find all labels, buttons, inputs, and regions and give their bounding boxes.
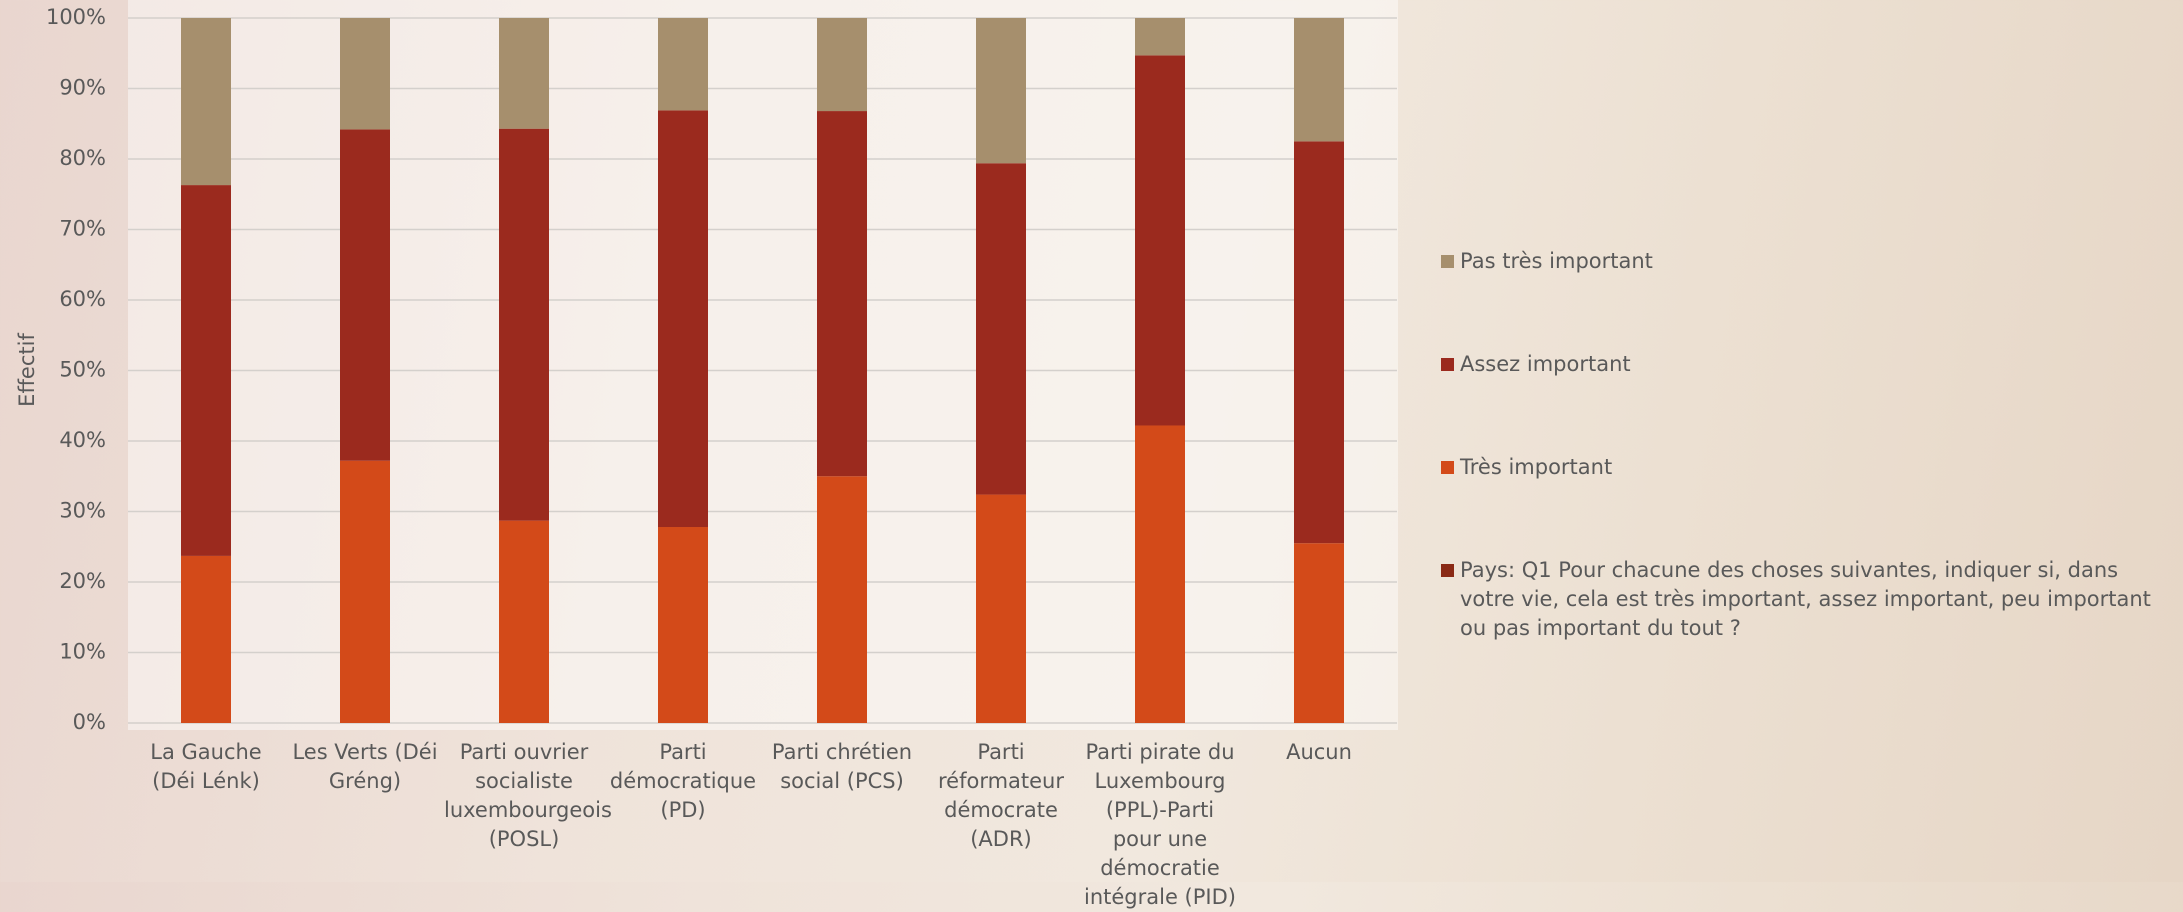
bar-segment: [340, 460, 390, 723]
y-tick-label: 70%: [59, 217, 106, 241]
bar-segment: [340, 18, 390, 130]
bar-segment: [499, 128, 549, 521]
legend-swatch: [1441, 255, 1454, 268]
bar-segment: [340, 129, 390, 461]
x-tick-label: Les Verts (Déi Gréng): [292, 740, 438, 793]
chart: Effectif 0% 10% 20% 30% 40% 50% 60% 70% 80% 90% 10…: [15, 0, 1398, 734]
x-tick-label: Parti pirate du Luxembourg (PPL)-Parti p…: [1084, 740, 1236, 909]
y-tick-label: 10%: [59, 640, 106, 664]
bar-segment: [976, 494, 1026, 723]
bar-segment: [658, 527, 708, 723]
bar-segment: [976, 18, 1026, 164]
y-tick-label: 40%: [59, 428, 106, 452]
x-tick-label: La Gauche (Déi Lénk): [150, 740, 262, 793]
bar-segment: [1135, 425, 1185, 723]
bar-segment: [658, 18, 708, 111]
y-tick-label: 90%: [59, 76, 106, 100]
bar-segment: [1135, 55, 1185, 426]
y-tick-label: 60%: [59, 287, 106, 311]
x-tick-label: Parti ouvrier socialiste luxembourgeois …: [444, 740, 612, 851]
bar-segment: [1135, 18, 1185, 56]
legend-label: Assez important: [1460, 352, 1631, 376]
bar-segment: [499, 18, 549, 129]
bar-segment: [817, 476, 867, 723]
bar-segment: [1294, 18, 1344, 142]
bar-segment: [181, 18, 231, 186]
y-tick-label: 0%: [73, 710, 106, 734]
y-tick-label: 20%: [59, 569, 106, 593]
x-tick-label: Aucun: [1286, 740, 1352, 764]
bar-segment: [181, 185, 231, 556]
plot-background: [128, 0, 1398, 730]
bar-segment: [658, 110, 708, 528]
bar-segment: [1294, 141, 1344, 544]
y-axis-label: Effectif: [15, 333, 39, 407]
legend-swatch: [1441, 358, 1454, 371]
legend-swatch: [1441, 461, 1454, 474]
bar-segment: [1294, 543, 1344, 723]
legend-swatch: [1441, 564, 1454, 577]
bar-segment: [499, 520, 549, 723]
bar-segment: [817, 111, 867, 477]
y-tick-label: 30%: [59, 499, 106, 523]
x-tick-label: Parti chrétien social (PCS): [771, 740, 913, 793]
legend-label: Pays: Q1 Pour chacune des choses suivant…: [1460, 558, 2151, 640]
legend-label: Très important: [1460, 455, 1613, 479]
bar-segment: [181, 555, 231, 723]
y-tick-label: 50%: [59, 358, 106, 382]
x-tick-label: Parti réformateur démocrate (ADR): [937, 740, 1065, 851]
bar-segment: [817, 18, 867, 112]
y-tick-label: 100%: [46, 5, 106, 29]
bar-segment: [976, 163, 1026, 495]
x-tick-label: Parti démocratique (PD): [609, 740, 757, 822]
y-tick-label: 80%: [59, 146, 106, 170]
legend-label: Pas très important: [1460, 249, 1653, 273]
